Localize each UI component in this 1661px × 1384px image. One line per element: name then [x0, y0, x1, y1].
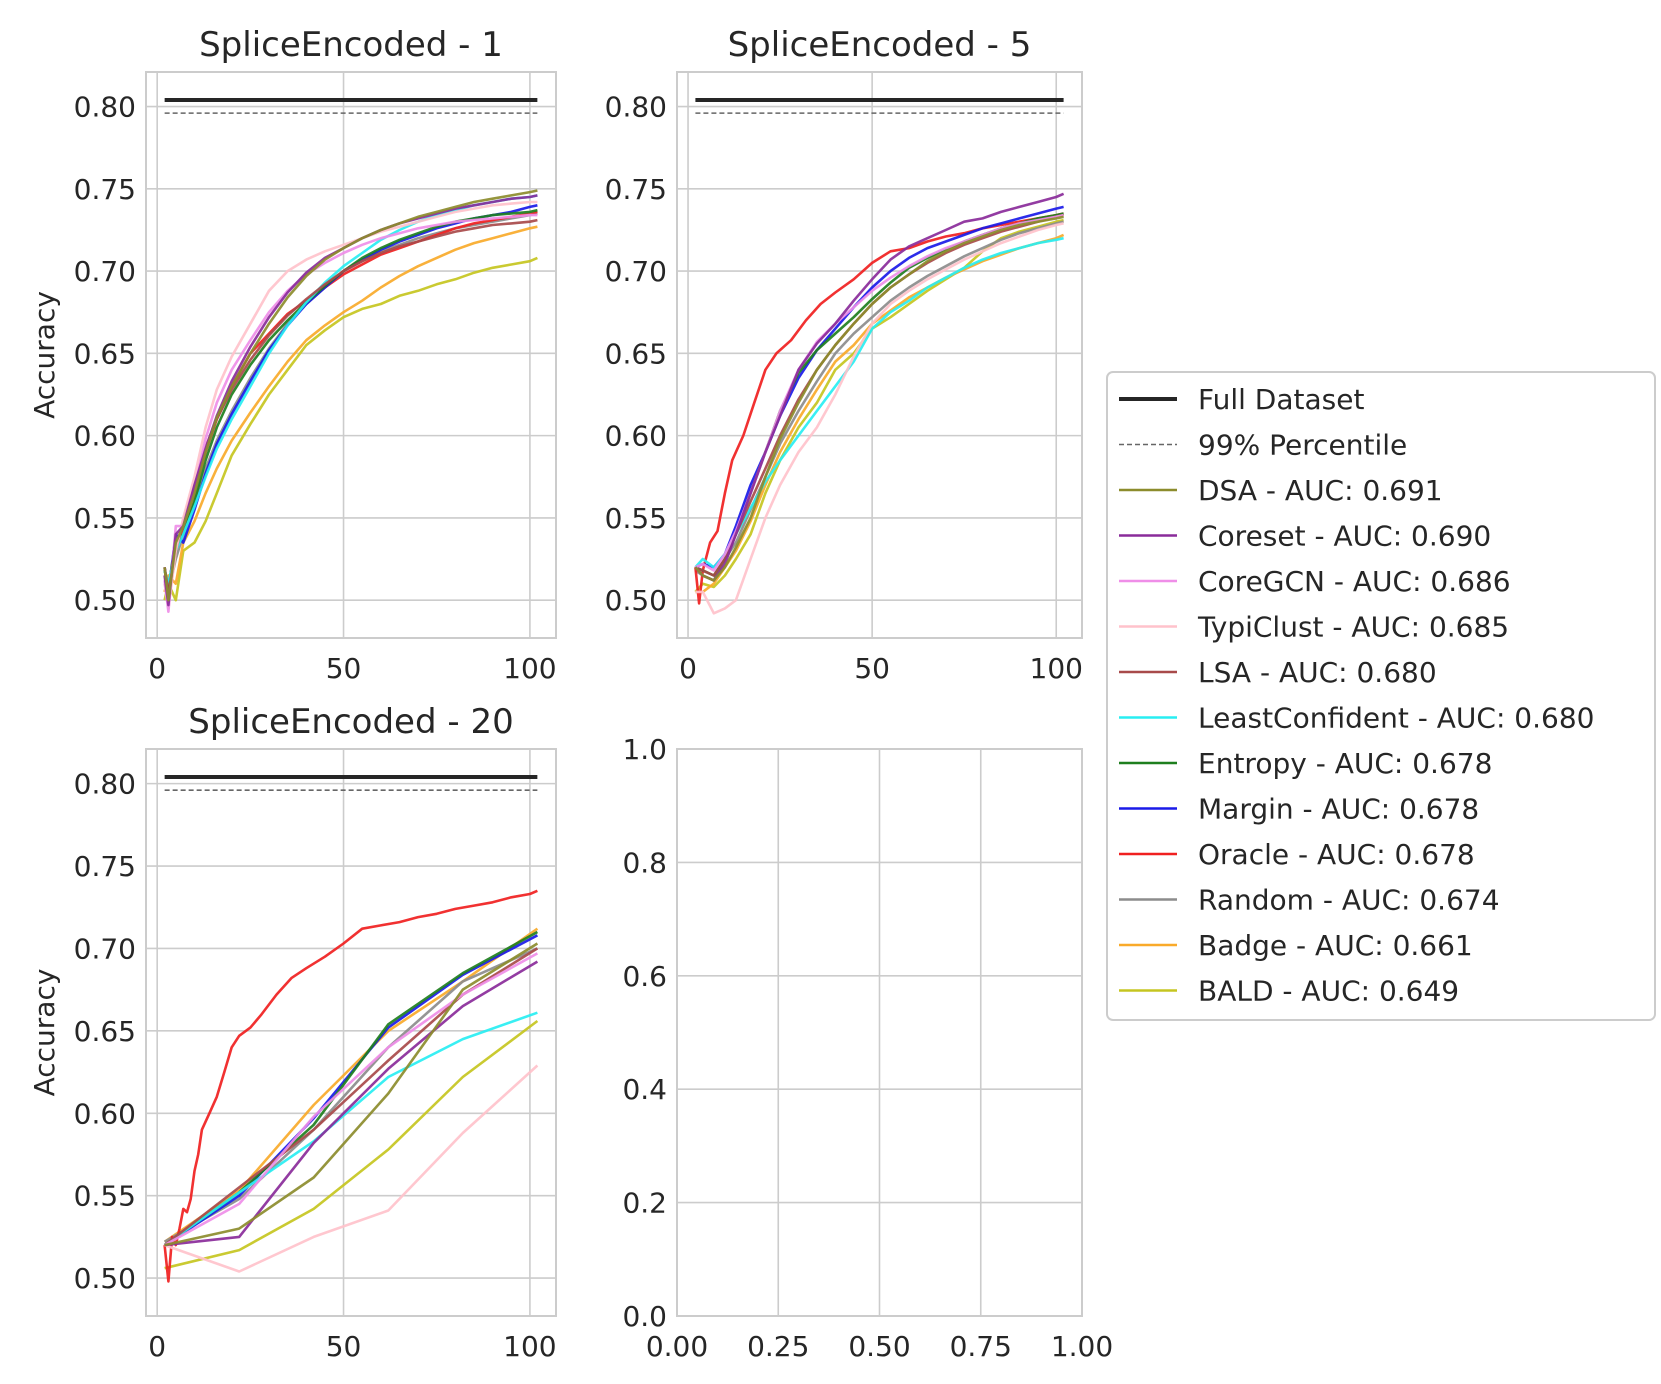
- series-line-oracle: [163, 889, 538, 1283]
- y-tick-label: 0.60: [605, 420, 667, 453]
- series-line-coregcn: [694, 213, 1064, 572]
- series-line-typiclust: [695, 222, 1064, 615]
- chart-title: SpliceEncoded - 20: [188, 702, 513, 742]
- legend-label-typiclust: TypiClust - AUC: 0.685: [1197, 611, 1509, 644]
- legend-label-dsa: DSA - AUC: 0.691: [1198, 474, 1443, 507]
- subplot-splice-5: 0 50 100 0.50 0.55 0.60 0.65 0.70 0.75 0.80 Splice…: [605, 25, 1083, 685]
- subplot-splice-20: 0 50 100 0.50 0.55 0.60 0.65 0.70 0.75 0.80 Splice…: [28, 702, 557, 1363]
- series-line-dsa: [163, 189, 538, 602]
- x-tick-label: 50: [854, 652, 890, 685]
- subplot-splice-1: 0 50 100 0.50 0.55 0.60 0.65 0.70 0.75 0.80 Splice…: [28, 25, 557, 685]
- axes-frame: [676, 71, 1083, 639]
- y-tick-label: 0.75: [605, 173, 667, 206]
- legend-label-coregcn: CoreGCN - AUC: 0.686: [1198, 565, 1511, 598]
- x-tick-label: 100: [503, 652, 556, 685]
- y-tick-label: 0.50: [74, 584, 136, 617]
- legend: Full Dataset 99% Percentile DSA - AUC: 0.6…: [1106, 371, 1656, 1021]
- legend-label-coreset: Coreset - AUC: 0.690: [1198, 520, 1491, 553]
- legend-label-entropy: Entropy - AUC: 0.678: [1198, 747, 1492, 780]
- legend-label-oracle: Oracle - AUC: 0.678: [1198, 838, 1475, 871]
- series-line-leastconfident: [163, 194, 538, 586]
- legend-label-lsa: LSA - AUC: 0.680: [1198, 656, 1437, 689]
- x-tick-label: 0.25: [747, 1330, 809, 1363]
- chart-title: SpliceEncoded - 5: [728, 25, 1032, 65]
- series-line-bald: [163, 256, 538, 602]
- axes-frame: [676, 748, 1083, 1317]
- legend-label-bald: BALD - AUC: 0.649: [1198, 975, 1459, 1008]
- y-tick-label: 0.55: [605, 502, 667, 535]
- series-line-dsa: [164, 942, 539, 1247]
- legend-label-margin: Margin - AUC: 0.678: [1198, 793, 1479, 826]
- subplot-empty: 0.00 0.25 0.50 0.75 1.00 0.0 0.2 0.4 0.6 0.8 1.0: [622, 733, 1113, 1363]
- y-tick-label: 0.55: [74, 1180, 136, 1213]
- legend-label-leastconfident: LeastConfident - AUC: 0.680: [1198, 702, 1594, 735]
- y-axis-label: Accuracy: [28, 291, 61, 419]
- y-axis-label: Accuracy: [28, 969, 61, 1097]
- series-line-typiclust: [163, 200, 538, 610]
- series-line-margin: [163, 204, 538, 594]
- x-tick-label: 0.75: [950, 1330, 1012, 1363]
- y-tick-label: 0.50: [74, 1262, 136, 1295]
- x-tick-label: 0: [148, 652, 166, 685]
- y-tick-label: 0.80: [605, 91, 667, 124]
- y-tick-label: 0.65: [605, 337, 667, 370]
- series-line-coregcn: [163, 952, 539, 1247]
- series-line-lsa: [163, 947, 539, 1247]
- y-tick-label: 0.80: [74, 91, 136, 124]
- legend-label-badge: Badge - AUC: 0.661: [1198, 929, 1473, 962]
- legend-label-full-dataset: Full Dataset: [1198, 383, 1364, 416]
- x-tick-label: 0: [148, 1330, 166, 1363]
- legend-box: [1106, 371, 1656, 1021]
- y-tick-label: 0.75: [74, 850, 136, 883]
- y-tick-label: 0.70: [74, 255, 136, 288]
- y-tick-label: 0.65: [74, 337, 136, 370]
- x-tick-label: 50: [326, 652, 362, 685]
- y-tick-label: 0.70: [605, 255, 667, 288]
- y-tick-label: 0.65: [74, 1015, 136, 1048]
- series-line-leastconfident: [163, 1011, 538, 1247]
- y-tick-label: 0.0: [622, 1300, 667, 1333]
- x-tick-label: 1.00: [1051, 1330, 1113, 1363]
- series-line-coreset: [163, 194, 538, 607]
- series-line-dsa: [694, 215, 1064, 582]
- x-tick-label: 100: [1030, 652, 1083, 685]
- series-line-badge: [163, 225, 538, 593]
- legend-label-99-percentile: 99% Percentile: [1198, 429, 1407, 462]
- series-line-bald: [694, 218, 1064, 593]
- x-tick-label: 100: [503, 1330, 556, 1363]
- y-tick-label: 0.75: [74, 173, 136, 206]
- y-tick-label: 0.50: [605, 584, 667, 617]
- series-line-coreset: [694, 192, 1065, 582]
- series-line-coreset: [164, 960, 539, 1247]
- y-tick-label: 0.2: [622, 1187, 667, 1220]
- y-tick-label: 1.0: [622, 733, 667, 766]
- chart-title: SpliceEncoded - 1: [199, 25, 503, 65]
- y-tick-label: 0.55: [74, 502, 136, 535]
- y-tick-label: 0.60: [74, 420, 136, 453]
- series-line-random: [694, 220, 1064, 582]
- y-tick-label: 0.60: [74, 1097, 136, 1130]
- series-line-typiclust: [164, 1064, 539, 1273]
- y-tick-label: 0.4: [622, 1073, 667, 1106]
- y-tick-label: 0.80: [74, 768, 136, 801]
- series-line-badge: [163, 927, 539, 1243]
- series-line-margin: [694, 205, 1064, 569]
- y-tick-label: 0.70: [74, 932, 136, 965]
- legend-label-random: Random - AUC: 0.674: [1198, 884, 1500, 917]
- x-tick-label: 0: [679, 652, 697, 685]
- x-tick-label: 50: [326, 1330, 362, 1363]
- series-line-random: [163, 947, 538, 1243]
- x-tick-label: 0.00: [646, 1330, 708, 1363]
- series-line-bald: [164, 1019, 539, 1270]
- y-tick-label: 0.8: [622, 846, 667, 879]
- y-tick-label: 0.6: [622, 960, 667, 993]
- axes-frame: [145, 71, 557, 639]
- axes-frame: [145, 748, 557, 1317]
- x-tick-label: 0.50: [848, 1330, 910, 1363]
